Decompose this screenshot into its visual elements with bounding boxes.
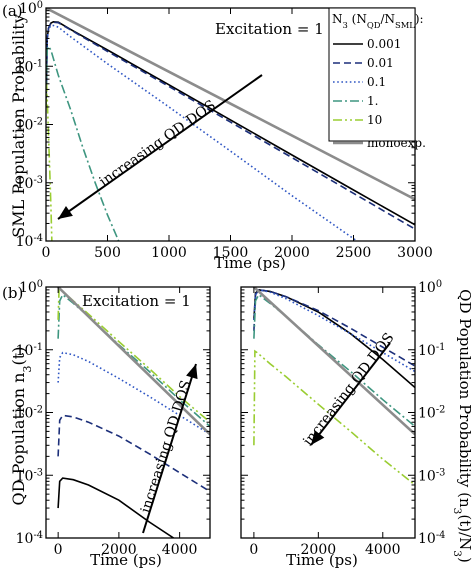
panel-b-xlabel: Time (ps) bbox=[90, 551, 162, 569]
x-tick-label: 2500 bbox=[336, 245, 372, 261]
x-tick-label: 0 bbox=[54, 542, 63, 558]
y-tick-label: 10-2 bbox=[418, 404, 445, 422]
legend-title: N3 (NQD/NSML): bbox=[332, 12, 424, 30]
series-line-0.01 bbox=[46, 21, 415, 230]
series-line-0.1 bbox=[46, 24, 359, 241]
x-tick-label: 500 bbox=[94, 245, 121, 261]
x-tick-label: 3000 bbox=[397, 245, 433, 261]
legend: N3 (NQD/NSML): 0.001 0.01 0.1 1. 10 monoexp. bbox=[328, 7, 426, 150]
trend-arrow bbox=[57, 74, 263, 220]
y-tick-label: 10-3 bbox=[418, 467, 445, 485]
arrow-label: increasing QD DOS bbox=[97, 97, 219, 190]
y-tick-label: 10-1 bbox=[16, 341, 43, 359]
legend-entry: 0.001 bbox=[367, 37, 401, 51]
trend-arrowhead bbox=[186, 364, 198, 380]
series-line-0.001 bbox=[57, 477, 175, 538]
series-group bbox=[46, 8, 415, 241]
y-tick-label: 100 bbox=[19, 279, 43, 297]
x-tick-label: 0 bbox=[42, 245, 51, 261]
y-tick-label: 10-4 bbox=[16, 233, 43, 251]
series-line-1. bbox=[46, 44, 120, 241]
panel-label-b: (b) bbox=[2, 284, 23, 302]
series-line-monoexp. bbox=[57, 287, 210, 436]
x-tick-label: 4000 bbox=[365, 542, 401, 558]
y-tick-label: 10-2 bbox=[16, 116, 43, 134]
y-tick-label: 10-1 bbox=[16, 58, 43, 76]
x-tick-label: 2000 bbox=[301, 542, 337, 558]
panel-a-ylabel: SML Population Probability bbox=[9, 14, 28, 237]
series-line-1. bbox=[57, 293, 210, 428]
series-line-monoexp. bbox=[46, 8, 415, 201]
series-line-1. bbox=[253, 293, 415, 428]
series-group bbox=[57, 287, 210, 538]
panel-label-a: (a) bbox=[2, 2, 23, 20]
plot-frame bbox=[45, 286, 211, 539]
series-line-0.1 bbox=[253, 289, 415, 373]
x-tick-label: 0 bbox=[249, 542, 258, 558]
series-line-10 bbox=[253, 349, 415, 486]
panel-c-xlabel: Time (ps) bbox=[286, 551, 358, 569]
series-line-0.01 bbox=[57, 414, 210, 493]
x-tick-label: 4000 bbox=[162, 542, 198, 558]
arrow-label: increasing QD DOS bbox=[300, 330, 397, 449]
y-tick-label: 10-2 bbox=[16, 404, 43, 422]
y-tick-label: 10-1 bbox=[418, 341, 445, 359]
y-tick-label: 10-3 bbox=[16, 174, 43, 192]
x-tick-label: 2000 bbox=[274, 245, 310, 261]
panel-a: (a) SML Population Probability Time (ps)… bbox=[2, 0, 433, 272]
legend-box bbox=[328, 7, 416, 142]
y-tick-label: 100 bbox=[19, 0, 43, 17]
panel-c-ylabel: QD Population Probability (n3(t)/N3) bbox=[451, 289, 474, 563]
trend-arrow bbox=[142, 363, 197, 534]
panel-a-xlabel: Time (ps) bbox=[214, 254, 286, 272]
legend-entry: 10 bbox=[367, 113, 382, 127]
panel-c: QD Population Probability (n3(t)/N3) Tim… bbox=[240, 279, 474, 569]
series-line-10 bbox=[46, 83, 53, 241]
legend-entry: monoexp. bbox=[367, 136, 426, 150]
y-tick-label: 100 bbox=[418, 279, 442, 297]
x-tick-label: 1500 bbox=[213, 245, 249, 261]
legend-entry: 0.01 bbox=[367, 56, 394, 70]
panel-b-annotation: Excitation = 1 bbox=[82, 292, 191, 310]
panel-b-ylabel: QD Population n3(t) bbox=[9, 347, 34, 506]
series-line-0.1 bbox=[57, 351, 210, 435]
trend-arrowhead bbox=[311, 430, 325, 445]
legend-entry: 0.1 bbox=[367, 75, 386, 89]
x-tick-label: 1000 bbox=[151, 245, 187, 261]
panel-b: (b) QD Population n3(t) Time (ps) Excita… bbox=[2, 279, 211, 569]
x-tick-label: 2000 bbox=[101, 542, 137, 558]
arrow-label: increasing QD DOS bbox=[138, 378, 195, 515]
series-group bbox=[253, 287, 415, 486]
panel-a-annotation: Excitation = 1 bbox=[215, 20, 324, 38]
series-line-0.01 bbox=[253, 289, 415, 367]
trend-arrow bbox=[310, 342, 391, 446]
legend-entry: 1. bbox=[367, 94, 378, 108]
y-tick-label: 10-3 bbox=[16, 467, 43, 485]
trend-arrowhead bbox=[58, 206, 73, 219]
y-tick-label: 10-4 bbox=[418, 530, 445, 548]
series-line-monoexp. bbox=[253, 287, 415, 436]
y-tick-label: 10-4 bbox=[16, 530, 43, 548]
